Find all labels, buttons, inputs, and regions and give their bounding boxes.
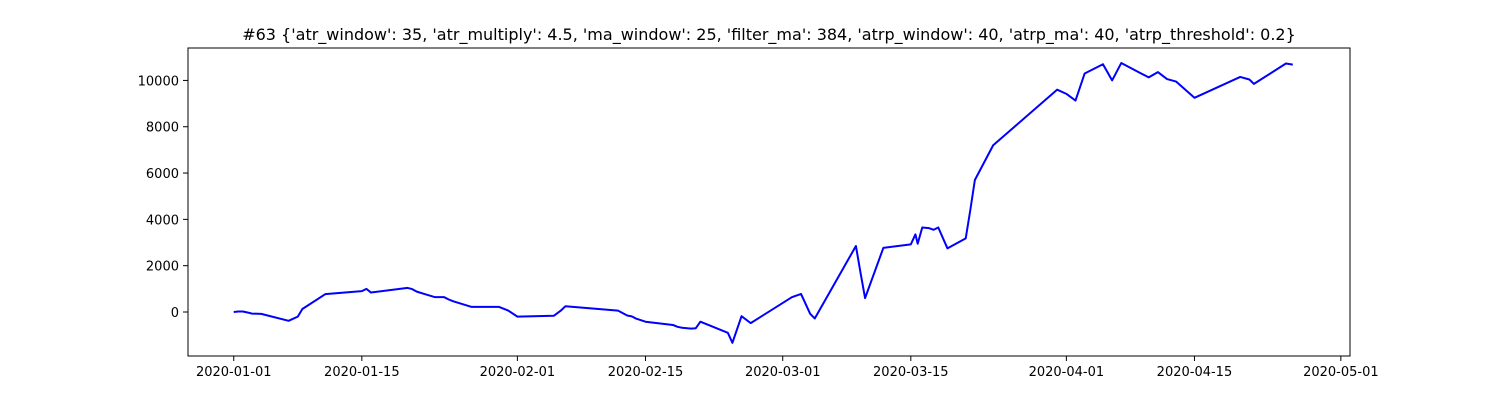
- y-tick-label: 10000: [138, 74, 179, 89]
- x-tick-label: 2020-01-01: [196, 365, 272, 380]
- chart-title: #63 {'atr_window': 35, 'atr_multiply': 4…: [242, 25, 1296, 45]
- y-tick-label: 4000: [146, 213, 179, 228]
- x-tick-label: 2020-04-01: [1029, 365, 1105, 380]
- x-tick-label: 2020-03-15: [873, 365, 949, 380]
- y-tick-label: 2000: [146, 260, 179, 275]
- y-tick-label: 0: [171, 306, 179, 321]
- plot-area: [233, 62, 1293, 344]
- x-tick-label: 2020-04-15: [1157, 365, 1233, 380]
- x-tick-label: 2020-02-01: [480, 365, 556, 380]
- x-tick-label: 2020-01-15: [324, 365, 400, 380]
- series-line-0: [233, 62, 1293, 344]
- axes-frame: [187, 47, 1351, 357]
- x-tick-label: 2020-03-01: [745, 365, 821, 380]
- x-tick-label: 2020-05-01: [1303, 365, 1379, 380]
- y-tick-label: 8000: [146, 121, 179, 136]
- y-tick-label: 6000: [146, 167, 179, 182]
- axes: 2020-01-01 2020-01-15 2020-02-01 2020-02-15…: [138, 47, 1379, 380]
- x-tick-label: 2020-02-15: [608, 365, 684, 380]
